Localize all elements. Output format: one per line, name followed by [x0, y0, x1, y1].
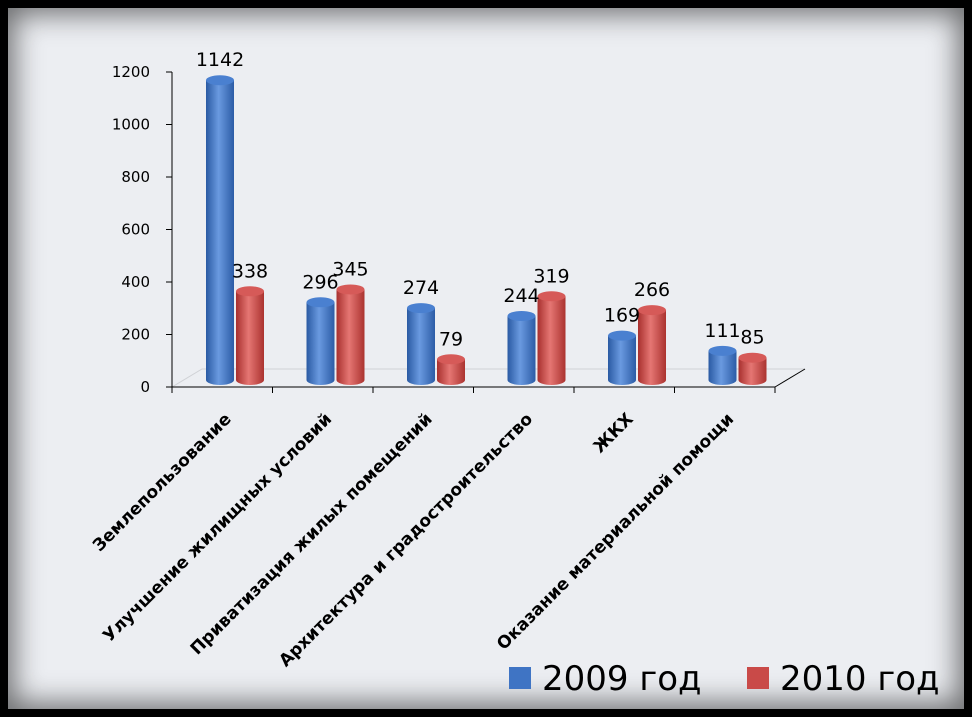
bar-series1 — [507, 310, 536, 385]
bar-series2 — [638, 305, 666, 385]
legend-label: 2009 год — [542, 659, 702, 699]
data-label: 111 — [704, 320, 740, 342]
y-tick-label: 400 — [121, 273, 150, 291]
bar-body — [708, 350, 737, 385]
bar-top — [206, 75, 234, 86]
bar-top — [336, 284, 365, 295]
bar-series2 — [537, 291, 566, 385]
bar-top — [537, 291, 566, 302]
data-label: 169 — [604, 305, 640, 327]
bar-series2 — [236, 286, 264, 385]
bar-top — [738, 352, 767, 363]
bar-body — [306, 302, 335, 385]
data-label: 345 — [332, 258, 368, 280]
bar-body — [738, 357, 767, 385]
bar-series2 — [437, 354, 465, 385]
y-tick-label: 800 — [121, 168, 150, 186]
chart-bars — [206, 75, 767, 385]
category-label: ЖКХ — [590, 409, 638, 457]
chart-legend: 2009 год 2010 год — [509, 659, 940, 699]
bar-series1 — [407, 303, 435, 385]
bar-series2 — [738, 352, 767, 385]
bar-body — [608, 335, 636, 385]
data-label: 319 — [533, 265, 569, 287]
chart-axes: 0 200 400 600 800 1000 1200 — [112, 63, 806, 396]
bar-series1 — [306, 297, 335, 385]
y-tick-label: 600 — [121, 221, 150, 239]
bar-top — [306, 297, 335, 308]
data-label: 274 — [403, 277, 439, 299]
data-label: 296 — [302, 271, 338, 293]
bar-top — [407, 303, 435, 314]
legend-label: 2010 год — [780, 659, 940, 699]
bar-body — [537, 296, 566, 385]
y-tick-label: 1000 — [112, 116, 150, 134]
y-tick-label: 200 — [121, 326, 150, 344]
category-label: Оказание материальной помощи — [493, 409, 738, 654]
data-label: 244 — [503, 285, 539, 307]
legend-swatch — [509, 667, 531, 689]
data-label: 1142 — [196, 49, 244, 71]
bar-body — [437, 359, 465, 385]
bar-top — [608, 330, 636, 341]
bar-body — [336, 289, 365, 385]
bar-body — [638, 310, 666, 385]
y-tick-label: 0 — [140, 378, 150, 396]
data-label: 79 — [439, 328, 463, 350]
bar-body — [236, 291, 264, 385]
floor-right-edge — [774, 368, 806, 388]
bar-series1 — [708, 345, 737, 385]
data-label: 338 — [232, 260, 268, 282]
bar-top — [236, 286, 264, 297]
bar-top — [638, 305, 666, 316]
bar-series2 — [336, 284, 365, 385]
data-label: 85 — [740, 327, 764, 349]
bar-top — [507, 310, 536, 321]
legend-swatch — [747, 667, 769, 689]
data-label: 266 — [634, 279, 670, 301]
bar-body — [407, 308, 435, 385]
y-tick-label: 1200 — [112, 63, 150, 81]
bar-body — [507, 315, 536, 385]
bar-series1 — [206, 75, 234, 385]
bar-top — [437, 354, 465, 365]
category-label: Улучшение жилищных условий — [99, 409, 336, 646]
floor-back-edge — [171, 368, 805, 388]
bar-top — [708, 345, 737, 356]
bar-series1 — [608, 330, 636, 385]
bar-body — [206, 80, 234, 385]
